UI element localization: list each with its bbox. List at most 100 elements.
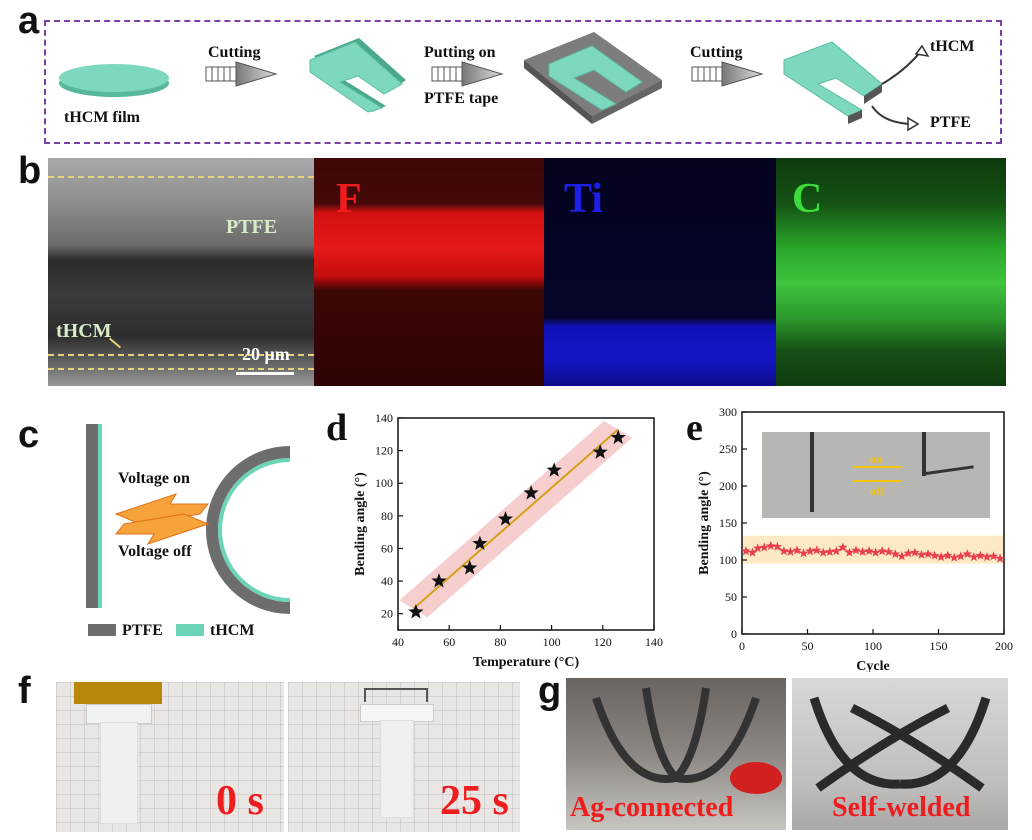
- y-tick-label: 140: [375, 411, 393, 425]
- y-tick-label: 60: [381, 541, 393, 555]
- x-tick-label: 80: [494, 635, 506, 649]
- edx-ti-label: Ti: [564, 176, 603, 222]
- panel-f-letter: f: [18, 670, 31, 712]
- data-point-star: [857, 546, 868, 556]
- y-tick-label: 300: [719, 405, 737, 419]
- panel-d-letter: d: [326, 407, 347, 449]
- sem-image: PTFE tHCM 20 μm: [48, 158, 314, 386]
- data-point-star: [982, 552, 992, 562]
- data-point-star: [884, 546, 894, 556]
- panel-a-letter: a: [18, 0, 40, 42]
- data-point-star: [864, 546, 874, 556]
- data-point-star: [942, 550, 953, 560]
- panel-c-schematic: [86, 424, 291, 636]
- data-point-star: [798, 548, 809, 558]
- panel-b-letter: b: [18, 150, 42, 192]
- x-tick-label: 50: [802, 639, 814, 653]
- edx-c-label: C: [792, 176, 823, 222]
- data-point-star: [923, 549, 933, 559]
- legend-thcm-label: tHCM: [210, 622, 255, 639]
- u-shape-cut: [309, 38, 406, 113]
- photo-f-25s: 25 s: [288, 682, 520, 832]
- cutting-label-1: Cutting: [208, 44, 261, 61]
- data-point-star: [890, 549, 900, 559]
- y-axis-label: Bending angle (°): [697, 471, 712, 575]
- inset-on-arrow: [854, 466, 902, 468]
- self-welded-label: Self-welded: [832, 792, 971, 823]
- data-point-star: [805, 546, 815, 556]
- chart-e: e 0 50 100 150 200 0 50 100 150 200 250 300 Cycle Bend…: [686, 405, 1013, 672]
- time-label-25s: 25 s: [440, 778, 509, 824]
- y-tick-label: 100: [375, 476, 393, 490]
- ag-connected-label: Ag-connected: [570, 792, 734, 823]
- panel-c-letter: c: [18, 414, 40, 456]
- data-point-star: [811, 545, 822, 555]
- y-tick-label: 120: [375, 444, 393, 458]
- data-point-star: [844, 547, 855, 557]
- panel-e-inset-photo: on off: [762, 432, 990, 518]
- data-point-star: [431, 573, 447, 588]
- scalebar-label: 20 μm: [242, 344, 290, 364]
- thcm-film-disc: [59, 64, 169, 97]
- sem-thcm-label: tHCM: [56, 320, 112, 342]
- u-bilayer: [783, 41, 883, 124]
- data-point-star: [916, 549, 927, 559]
- data-point-star: [995, 553, 1005, 563]
- edx-f-map: F: [314, 158, 544, 386]
- putting-label-2: PTFE tape: [424, 90, 499, 107]
- x-tick-label: 100: [543, 635, 561, 649]
- panel-g-letter: g: [538, 670, 562, 712]
- y-tick-label: 80: [381, 509, 393, 523]
- data-point-star: [956, 551, 966, 561]
- data-point-star: [962, 549, 973, 559]
- output-ptfe-label: PTFE: [930, 114, 971, 131]
- x-tick-label: 60: [443, 635, 455, 649]
- data-point-star: [818, 547, 828, 557]
- film-label: tHCM film: [64, 109, 140, 126]
- data-point-star: [825, 546, 835, 556]
- data-point-star: [462, 560, 478, 575]
- data-point-star: [897, 551, 907, 561]
- y-tick-label: 50: [725, 590, 737, 604]
- inset-off-arrow: [854, 480, 902, 482]
- data-point-star: [408, 604, 424, 619]
- x-axis-label: Temperature (°C): [473, 655, 580, 670]
- voltage-on-label: Voltage on: [118, 470, 190, 487]
- data-point-star: [838, 542, 848, 552]
- plot-frame: [397, 417, 655, 631]
- data-point-star: [523, 485, 539, 500]
- photo-g-ag-connected: Ag-connected: [566, 678, 786, 830]
- data-point-star: [497, 511, 514, 526]
- y-axis-label: Bending angle (°): [353, 472, 368, 576]
- edx-c-map: C: [776, 158, 1006, 386]
- straight-ptfe-strip: [86, 424, 98, 608]
- data-point-star: [546, 462, 562, 477]
- data-point-star: [903, 548, 914, 558]
- y-tick-label: 100: [719, 553, 737, 567]
- data-point-star: [851, 545, 861, 555]
- time-label-0s: 0 s: [216, 778, 264, 824]
- inset-on-label: on: [870, 452, 883, 466]
- chart-d: d 40 60 80 100 120 140 20 40 60 80 100 120 140 Tempera…: [326, 407, 663, 670]
- cutting-arrow-2: [431, 61, 504, 87]
- data-point-star: [753, 543, 763, 553]
- data-point-star: [610, 429, 626, 444]
- output-thcm-label: tHCM: [930, 38, 975, 55]
- data-point-star: [929, 550, 940, 560]
- y-tick-label: 0: [731, 627, 737, 641]
- photo-g-self-welded: Self-welded: [792, 678, 1008, 830]
- bent-bilayer: [206, 446, 291, 614]
- data-point-star: [988, 551, 999, 561]
- legend-ptfe-label: PTFE: [122, 622, 163, 639]
- panel-a-frame: [44, 20, 1002, 144]
- u-on-ptfe-tape: [524, 32, 662, 124]
- y-tick-label: 150: [719, 516, 737, 530]
- y-tick-label: 40: [381, 574, 393, 588]
- cutting-arrow-1: [205, 61, 278, 87]
- legend-ptfe-swatch: [88, 624, 116, 636]
- y-tick-label: 20: [381, 607, 393, 621]
- arrow-to-thcm: [881, 49, 923, 85]
- data-point-star: [741, 546, 751, 556]
- putting-label-1: Putting on: [424, 44, 496, 61]
- data-point-star: [766, 540, 776, 550]
